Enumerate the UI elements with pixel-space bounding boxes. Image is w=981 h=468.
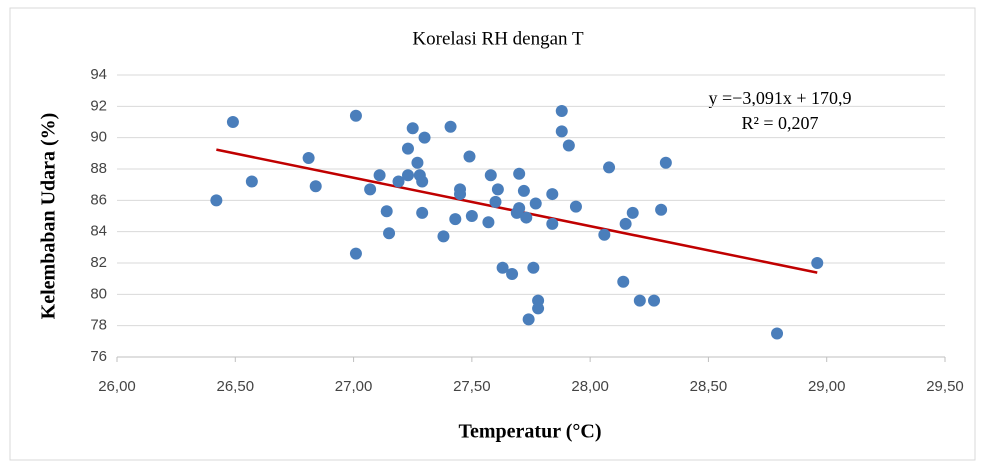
point xyxy=(463,150,476,163)
point xyxy=(522,313,535,326)
point xyxy=(513,167,526,180)
point xyxy=(245,175,258,188)
point xyxy=(532,302,545,315)
point xyxy=(633,294,646,307)
point xyxy=(506,267,519,280)
point xyxy=(489,195,502,208)
point xyxy=(349,109,362,122)
point xyxy=(349,247,362,260)
point xyxy=(401,142,414,155)
point xyxy=(517,184,530,197)
x-tick-label: 27,00 xyxy=(335,378,373,395)
point xyxy=(603,161,616,174)
point xyxy=(546,188,559,201)
point xyxy=(513,202,526,215)
point xyxy=(392,175,405,188)
y-tick-label: 84 xyxy=(90,223,107,240)
x-tick-label: 29,50 xyxy=(926,378,964,395)
y-tick-label: 86 xyxy=(90,191,107,208)
point xyxy=(418,131,431,144)
equation: y =−3,091x + 170,9 xyxy=(709,88,852,108)
point xyxy=(655,203,668,216)
point xyxy=(569,200,582,213)
point xyxy=(482,216,495,229)
point xyxy=(555,105,568,118)
point xyxy=(598,228,611,241)
point xyxy=(496,261,509,274)
y-tick-label: 90 xyxy=(90,129,107,146)
point xyxy=(444,120,457,133)
y-axis-label: Kelembaban Udara (%) xyxy=(38,113,60,320)
x-tick-label: 26,50 xyxy=(217,378,255,395)
point xyxy=(380,205,393,218)
y-tick-label: 76 xyxy=(90,348,107,365)
point xyxy=(416,175,429,188)
point xyxy=(491,183,504,196)
point xyxy=(383,227,396,240)
x-tick-label: 27,50 xyxy=(453,378,491,395)
r-squared: R² = 0,207 xyxy=(741,113,818,133)
point xyxy=(546,217,559,230)
point xyxy=(529,197,542,210)
point xyxy=(555,125,568,138)
x-tick-label: 28,50 xyxy=(690,378,728,395)
point xyxy=(364,183,377,196)
point xyxy=(465,210,478,222)
y-tick-label: 94 xyxy=(90,66,107,83)
y-tick-label: 82 xyxy=(90,254,107,271)
point xyxy=(626,206,639,219)
y-tick-label: 88 xyxy=(90,160,107,177)
point xyxy=(659,156,672,169)
point xyxy=(416,206,429,219)
point xyxy=(449,213,462,226)
x-tick-label: 26,00 xyxy=(98,378,136,395)
point xyxy=(484,169,497,182)
point xyxy=(520,211,533,224)
x-axis-label: Temperatur (°C) xyxy=(459,421,602,443)
chart-frame xyxy=(9,7,976,461)
point xyxy=(309,180,322,193)
point xyxy=(648,294,661,307)
point xyxy=(454,188,467,201)
y-tick-label: 92 xyxy=(90,97,107,114)
point xyxy=(302,152,315,165)
point xyxy=(411,156,424,169)
point xyxy=(562,139,575,152)
y-tick-label: 78 xyxy=(90,317,107,334)
point xyxy=(373,169,386,182)
point xyxy=(527,261,540,274)
point xyxy=(811,257,824,269)
x-tick-label: 29,00 xyxy=(808,378,846,395)
point xyxy=(226,116,239,128)
point xyxy=(401,169,414,182)
point xyxy=(619,217,632,230)
y-tick-label: 80 xyxy=(90,285,107,302)
point xyxy=(771,327,784,340)
x-tick-label: 28,00 xyxy=(571,378,609,395)
chart-title: Korelasi RH dengan T xyxy=(412,28,584,49)
point xyxy=(406,122,419,135)
point xyxy=(437,230,450,243)
point xyxy=(210,194,223,207)
point xyxy=(617,275,630,288)
